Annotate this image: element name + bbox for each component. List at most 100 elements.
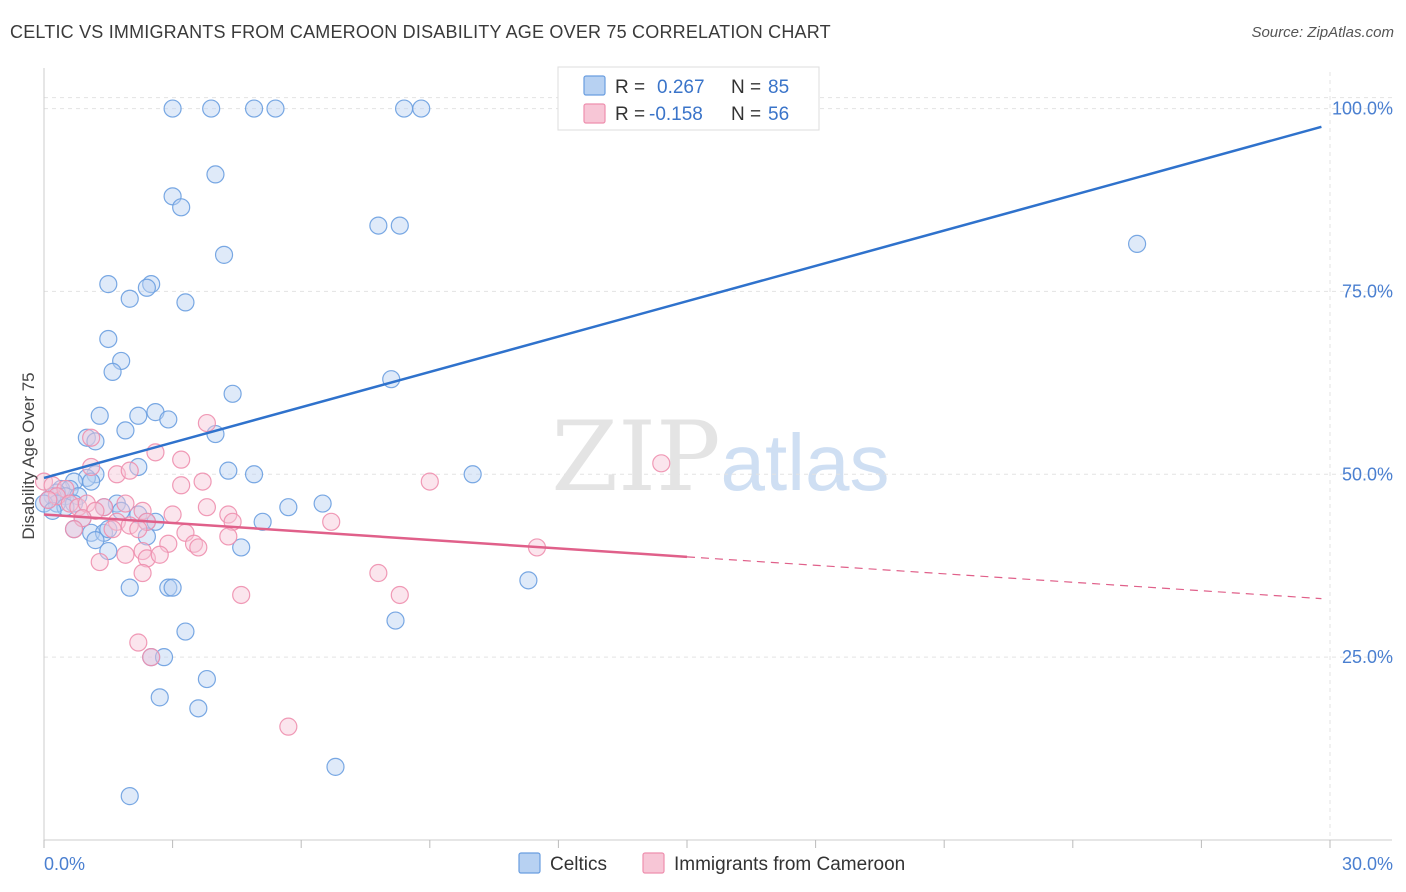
y-tick-label-2: 75.0% (1342, 281, 1393, 301)
cameroon-point-39 (189, 538, 208, 557)
axes (43, 68, 1392, 848)
cameroon-point-23 (163, 505, 182, 524)
celtics-point-67 (232, 538, 251, 557)
celtics-point-0 (163, 99, 182, 118)
cameroon-point-50 (129, 633, 148, 652)
cameroon-point-17 (82, 428, 101, 447)
stats-n-label-celtics: N = (731, 77, 761, 98)
series-legend: Celtics Immigrants from Cameroon (518, 852, 905, 875)
cameroon-point-42 (116, 545, 135, 564)
cameroon-point-15 (652, 454, 671, 473)
stats-r-label-cameroon: R = (615, 104, 645, 125)
cameroon-point-32 (103, 520, 122, 539)
cameroon-trend-line (43, 513, 688, 559)
celtics-point-2 (244, 99, 264, 118)
cameroon-point-44 (150, 545, 169, 564)
cameroon-point-30 (322, 512, 341, 531)
celtics-point-6 (206, 165, 225, 184)
celtics-point-26 (159, 410, 178, 429)
celtics-point-32 (219, 461, 238, 480)
cameroon-point-36 (219, 527, 238, 546)
celtics-point-78 (150, 688, 169, 707)
stats-n-value-cameroon: 56 (768, 104, 789, 125)
x-tick-label-end: 30.0% (1342, 854, 1393, 874)
celtics-point-73 (386, 611, 405, 630)
celtics-point-22 (223, 384, 242, 403)
celtics-point-23 (90, 406, 109, 425)
celtics-point-80 (326, 757, 345, 776)
cameroon-point-47 (369, 563, 388, 583)
cameroon-point-45 (90, 552, 109, 572)
cameroon-point-52 (279, 717, 298, 736)
celtics-point-9 (369, 216, 388, 235)
stats-r-label-celtics: R = (615, 77, 645, 98)
stats-legend-swatch-celtics (583, 75, 606, 96)
celtics-point-13 (99, 275, 118, 294)
cameroon-point-24 (197, 498, 216, 517)
celtics-point-27 (116, 421, 135, 440)
cameroon-point-9 (120, 461, 139, 480)
celtics-point-15 (137, 278, 156, 297)
celtics-point-69 (519, 571, 538, 590)
celtics-point-8 (172, 198, 191, 217)
celtics-point-66 (86, 531, 105, 550)
celtics-point-77 (197, 669, 216, 689)
cameroon-point-4 (39, 490, 58, 509)
celtics-point-1 (202, 99, 221, 118)
grid-lines (44, 72, 1392, 840)
legend-swatch-celtics (518, 852, 541, 874)
cameroon-point-49 (390, 585, 409, 605)
stats-r-value-celtics: 0.267 (657, 77, 705, 98)
cameroon-point-16 (197, 413, 216, 433)
celtics-point-76 (154, 648, 174, 667)
cameroon-point-48 (232, 585, 251, 605)
trend-layer (43, 125, 1322, 600)
celtics-point-20 (103, 362, 122, 381)
celtics-point-79 (189, 699, 208, 718)
celtics-point-81 (120, 787, 139, 806)
stats-r-value-cameroon: -0.158 (649, 104, 703, 125)
celtics-point-5 (412, 99, 431, 118)
celtics-point-3 (266, 99, 285, 118)
celtics-point-74 (176, 622, 195, 641)
celtics-point-34 (463, 465, 482, 484)
watermark-atlas: atlas (721, 418, 890, 507)
cameroon-point-46 (133, 563, 152, 583)
celtics-point-17 (176, 293, 195, 312)
tick-labels: 25.0% 50.0% 75.0% 100.0% 0.0% 30.0% (44, 99, 1393, 874)
celtics-point-12 (214, 245, 234, 264)
celtics-point-25 (129, 406, 148, 425)
celtics-point-4 (394, 99, 414, 118)
cameroon-point-51 (142, 648, 161, 667)
watermark-zip: ZIP (551, 401, 720, 513)
celtics-point-52 (279, 498, 298, 517)
chart-title: CELTIC VS IMMIGRANTS FROM CAMEROON DISAB… (10, 22, 831, 42)
y-tick-label-1: 50.0% (1342, 464, 1393, 484)
legend-label-cameroon: Immigrants from Cameroon (674, 854, 905, 875)
celtics-point-33 (244, 465, 264, 484)
points-layer (34, 99, 1147, 806)
celtics-point-70 (120, 578, 139, 597)
cameroon-trend-line-dashed (686, 556, 1322, 600)
legend-label-celtics: Celtics (550, 854, 607, 875)
stats-legend-swatch-cameroon (583, 103, 606, 124)
y-tick-label-0: 25.0% (1342, 647, 1393, 667)
cameroon-point-33 (129, 520, 148, 539)
x-tick-label-start: 0.0% (44, 854, 85, 874)
watermark: ZIP atlas (551, 401, 889, 513)
celtics-point-10 (390, 216, 409, 235)
y-axis-label: Disability Age Over 75 (19, 372, 38, 539)
celtics-trend-line (43, 125, 1322, 480)
stats-n-value-celtics: 85 (768, 77, 789, 98)
stats-n-label-cameroon: N = (731, 104, 761, 125)
cameroon-point-12 (193, 472, 212, 491)
stats-legend: R = 0.267 N = 85 R = -0.158 N = 56 (557, 66, 820, 131)
cameroon-point-14 (420, 472, 439, 491)
chart-source: Source: ZipAtlas.com (1251, 24, 1394, 41)
cameroon-point-11 (172, 450, 191, 469)
cameroon-point-20 (116, 494, 135, 513)
cameroon-point-34 (64, 520, 84, 539)
celtics-point-71 (159, 578, 178, 597)
y-tick-label-3: 100.0% (1332, 99, 1393, 119)
legend-swatch-cameroon (642, 852, 665, 874)
